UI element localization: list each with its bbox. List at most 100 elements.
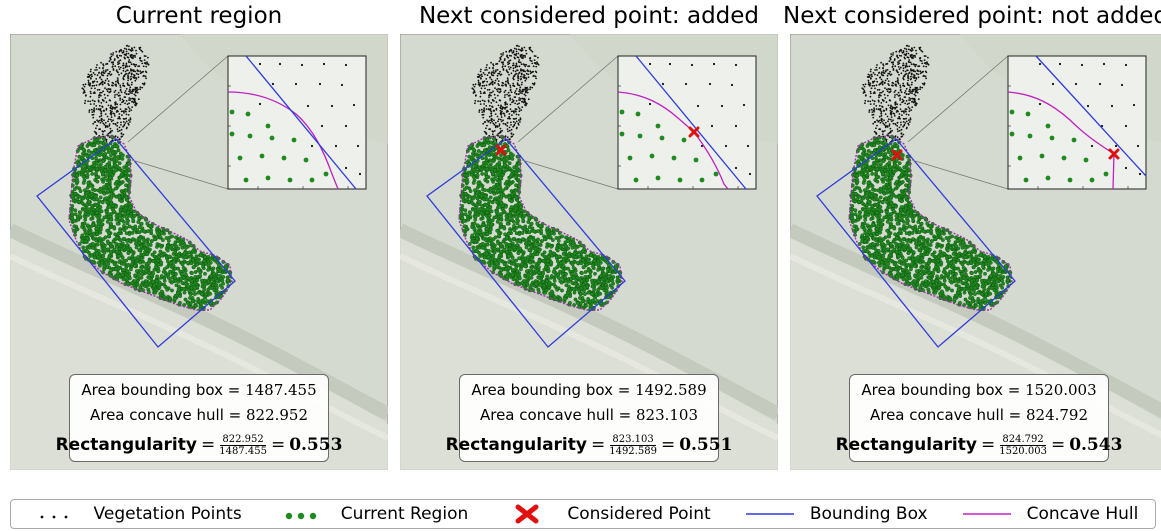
vegetation-point [908, 119, 910, 122]
region-point [580, 249, 585, 254]
vegetation-point [511, 64, 514, 67]
vegetation-point [119, 66, 122, 69]
panel-3-title: Next considered point: not added [783, 3, 1161, 29]
vegetation-point [98, 83, 101, 86]
region-point [208, 256, 213, 261]
vegetation-point [474, 102, 476, 105]
region-point [518, 213, 523, 218]
region-point [517, 239, 522, 244]
vegetation-point [886, 115, 889, 118]
vegetation-point [112, 54, 114, 56]
region-point [152, 283, 157, 288]
vegetation-point [110, 116, 113, 118]
vegetation-point [108, 72, 111, 75]
vegetation-point [125, 64, 128, 66]
region-point [83, 207, 88, 212]
region-point [475, 154, 480, 159]
vegetation-point [101, 80, 104, 83]
region-point [95, 179, 100, 184]
region-point [187, 288, 192, 293]
region-point [109, 211, 114, 216]
vegetation-point [127, 106, 130, 108]
region-point [595, 299, 600, 303]
region-point [593, 254, 598, 259]
inset-region-point [713, 171, 719, 177]
region-point [478, 183, 483, 188]
vegetation-point [911, 47, 913, 49]
region-point [156, 262, 161, 267]
region-point [176, 279, 181, 284]
vegetation-point [535, 63, 538, 65]
vegetation-point [135, 102, 137, 105]
region-point [117, 166, 122, 171]
region-point [94, 171, 98, 176]
vegetation-point [498, 84, 500, 87]
vegetation-point [488, 88, 491, 91]
region-point [596, 279, 601, 284]
vegetation-point [110, 61, 113, 64]
region-point [171, 263, 176, 268]
region-point [116, 155, 120, 159]
region-point [518, 276, 522, 281]
vegetation-point [880, 78, 883, 81]
region-point [573, 297, 578, 302]
vegetation-point [884, 87, 886, 89]
region-point [576, 260, 581, 265]
vegetation-point [523, 76, 526, 79]
vegetation-point [115, 83, 117, 86]
vegetation-point [123, 47, 126, 50]
vegetation-point [510, 72, 513, 75]
region-point [95, 197, 100, 202]
vegetation-point [84, 102, 86, 105]
vegetation-point [535, 65, 538, 68]
vegetation-point [485, 84, 488, 87]
region-point [591, 264, 596, 269]
region-point [509, 172, 514, 177]
vegetation-point [129, 92, 132, 94]
vegetation-point [870, 68, 872, 71]
region-point [548, 249, 553, 254]
region-point [556, 238, 561, 243]
vegetation-point [514, 122, 517, 124]
vegetation-point [115, 50, 118, 53]
vegetation-point [507, 91, 510, 94]
vegetation-point [81, 87, 84, 90]
region-point [134, 245, 139, 250]
vegetation-point [477, 83, 480, 86]
region-point [174, 235, 178, 240]
vegetation-point [904, 102, 906, 105]
vegetation-point [95, 84, 98, 87]
vegetation-point [480, 68, 482, 71]
vegetation-point [474, 83, 477, 86]
region-point [156, 268, 161, 273]
region-point [573, 255, 578, 259]
region-point [117, 242, 122, 247]
region-point [465, 173, 470, 178]
inset-vegetation-point [748, 172, 752, 176]
vegetation-point [896, 136, 899, 139]
region-point [545, 226, 550, 231]
vegetation-point [122, 110, 125, 113]
region-point [176, 290, 181, 295]
inset-region-point [265, 175, 271, 181]
zoom-connector [517, 55, 619, 143]
inset-vegetation-point [340, 83, 344, 87]
region-point [560, 288, 564, 293]
region-point [468, 189, 473, 194]
vegetation-point [472, 83, 475, 86]
region-point [566, 266, 571, 271]
region-point [536, 265, 541, 270]
region-point [196, 268, 201, 273]
vegetation-point [119, 108, 122, 110]
vegetation-point [479, 90, 482, 93]
region-point [479, 216, 484, 221]
vegetation-point [486, 89, 489, 91]
region-point [518, 205, 523, 209]
vegetation-point [897, 82, 900, 85]
area-hull-label: Area concave hull [89, 406, 224, 424]
region-point [145, 252, 150, 257]
vegetation-point [514, 66, 517, 69]
vegetation-point [890, 53, 892, 55]
vegetation-point [105, 140, 108, 142]
region-point [514, 258, 519, 263]
